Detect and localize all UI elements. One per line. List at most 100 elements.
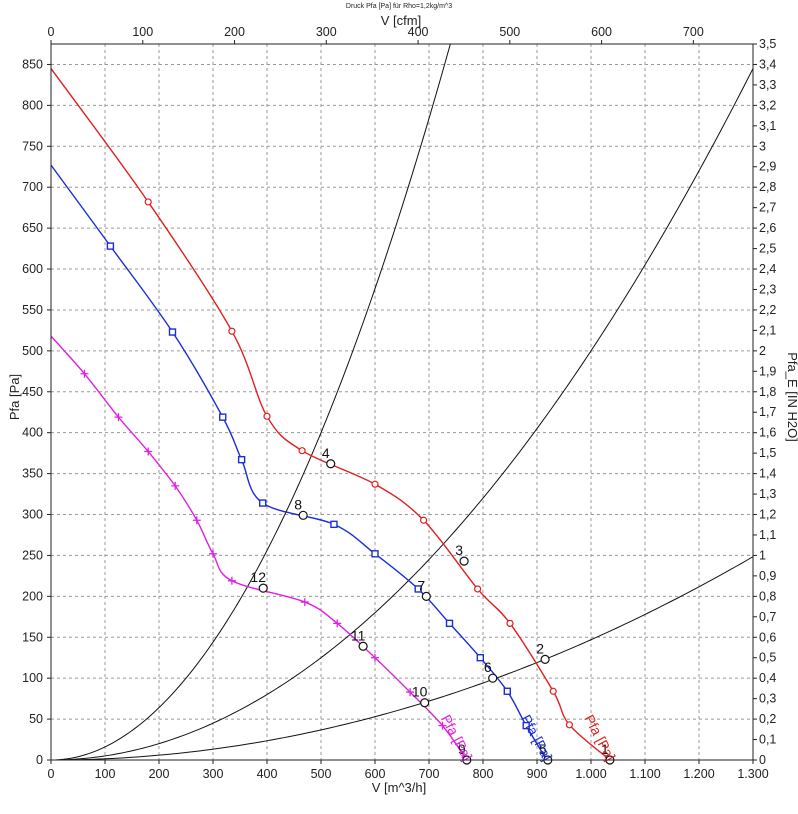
chart-title: Druck Pfa [Pa] für Rho=1,2kg/m^3 xyxy=(346,3,452,10)
square-marker xyxy=(522,721,530,730)
plus-marker xyxy=(227,576,236,585)
operating-point-label: 3 xyxy=(455,542,463,558)
x-tick-label: 200 xyxy=(149,767,170,781)
operating-point-label: 7 xyxy=(417,577,425,593)
square-marker xyxy=(371,550,379,558)
x-tick-label: 1.100 xyxy=(629,767,660,781)
y2-tick-label: 3,2 xyxy=(759,98,776,112)
y-tick-label: 100 xyxy=(22,671,43,685)
y2-tick-label: 3,5 xyxy=(759,37,776,51)
plus-marker xyxy=(406,688,415,697)
y-tick-label: 600 xyxy=(22,262,43,276)
y-tick-label: 550 xyxy=(22,303,43,317)
plus-marker xyxy=(209,549,217,558)
x-tick-label: 1.300 xyxy=(737,767,768,781)
x2-tick-label: 200 xyxy=(224,25,245,39)
y2-tick-label: 2 xyxy=(759,344,766,358)
grid xyxy=(51,44,753,760)
x2-tick-label: 100 xyxy=(132,25,153,39)
x2-tick-label: 600 xyxy=(591,25,612,39)
operating-point-marker xyxy=(358,641,368,651)
x-tick-label: 800 xyxy=(473,767,494,781)
operating-point-label: 2 xyxy=(536,640,544,656)
y-tick-label: 750 xyxy=(22,139,43,153)
y2-tick-label: 3 xyxy=(759,139,766,153)
y2-tick-label: 0,6 xyxy=(759,630,776,644)
y-tick-label: 0 xyxy=(36,753,43,767)
x-tick-label: 500 xyxy=(311,767,332,781)
plus-marker xyxy=(114,413,123,422)
y-axis-title: Pfa [Pa] xyxy=(7,374,22,420)
y2-tick-label: 1,4 xyxy=(759,467,776,481)
y2-tick-label: 1,3 xyxy=(759,487,776,501)
y2-tick-label: 2,1 xyxy=(759,323,776,337)
y-tick-label: 200 xyxy=(22,589,43,603)
square-marker xyxy=(219,413,227,421)
square-marker xyxy=(168,328,177,336)
y2-tick-label: 1,7 xyxy=(759,405,776,419)
y2-tick-label: 3,1 xyxy=(759,119,776,133)
fan-curve-line xyxy=(50,335,468,761)
x2-tick-label: 700 xyxy=(683,25,704,39)
y2-tick-label: 1,5 xyxy=(759,446,776,460)
plus-marker xyxy=(438,721,447,730)
series-markers xyxy=(80,198,574,730)
operating-point-marker xyxy=(488,673,498,683)
circle-marker xyxy=(565,721,574,729)
x-axis-title: V [m^3/h] xyxy=(372,780,427,795)
operating-point-label: 5 xyxy=(539,741,547,757)
operating-point-label: 9 xyxy=(458,741,466,757)
plus-marker xyxy=(80,369,89,378)
circle-marker xyxy=(549,687,557,695)
circle-marker xyxy=(298,447,306,455)
y2-tick-label: 0,5 xyxy=(759,651,776,665)
square-marker xyxy=(476,654,484,662)
operating-point-label: 11 xyxy=(351,627,366,643)
x-tick-label: 700 xyxy=(419,767,440,781)
plus-marker xyxy=(371,653,379,662)
y2-tick-label: 1,9 xyxy=(759,364,776,378)
y2-axis-title: Pfa_E [IN H2O] xyxy=(785,352,798,442)
y2-tick-label: 0,2 xyxy=(759,712,776,726)
y2-tick-label: 1,1 xyxy=(759,528,776,542)
operating-point-label: 10 xyxy=(412,684,428,700)
system-curve xyxy=(50,556,754,761)
square-marker xyxy=(106,242,115,250)
y2-tick-label: 0,4 xyxy=(759,671,776,685)
y2-tick-label: 0,1 xyxy=(759,733,776,747)
plus-marker xyxy=(192,516,201,525)
y2-tick-label: 2,9 xyxy=(759,160,776,174)
circle-marker xyxy=(144,198,152,206)
circle-marker xyxy=(228,327,236,335)
operating-point-marker xyxy=(298,510,308,520)
plot-frame xyxy=(50,43,754,761)
y-tick-label: 650 xyxy=(22,221,43,235)
y2-tick-label: 0,9 xyxy=(759,569,776,583)
y2-tick-label: 3,3 xyxy=(759,78,776,92)
y-tick-label: 500 xyxy=(22,344,43,358)
square-marker xyxy=(237,455,246,464)
y-tick-label: 800 xyxy=(22,98,43,112)
system-curves xyxy=(50,43,754,761)
x2-axis-title: V [cfm] xyxy=(381,13,421,28)
y2-tick-label: 1,2 xyxy=(759,508,776,522)
y-tick-label: 450 xyxy=(22,385,43,399)
x-tick-label: 1.000 xyxy=(575,767,606,781)
square-marker xyxy=(258,499,267,507)
y-tick-label: 400 xyxy=(22,426,43,440)
y2-tick-label: 2,2 xyxy=(759,303,776,317)
y-tick-label: 50 xyxy=(29,712,43,726)
y-tick-label: 250 xyxy=(22,548,43,562)
y2-tick-label: 2,3 xyxy=(759,282,776,296)
y2-tick-label: 2,7 xyxy=(759,201,776,215)
operating-point-marker xyxy=(258,583,268,593)
y2-tick-label: 3,4 xyxy=(759,57,776,71)
y2-tick-label: 0,3 xyxy=(759,692,776,706)
operating-point-marker xyxy=(540,654,550,664)
operating-point-label: 6 xyxy=(484,659,492,675)
square-marker xyxy=(503,687,511,695)
y-tick-label: 150 xyxy=(22,630,43,644)
operating-point-label: 1 xyxy=(601,741,609,757)
plus-marker xyxy=(300,598,309,607)
